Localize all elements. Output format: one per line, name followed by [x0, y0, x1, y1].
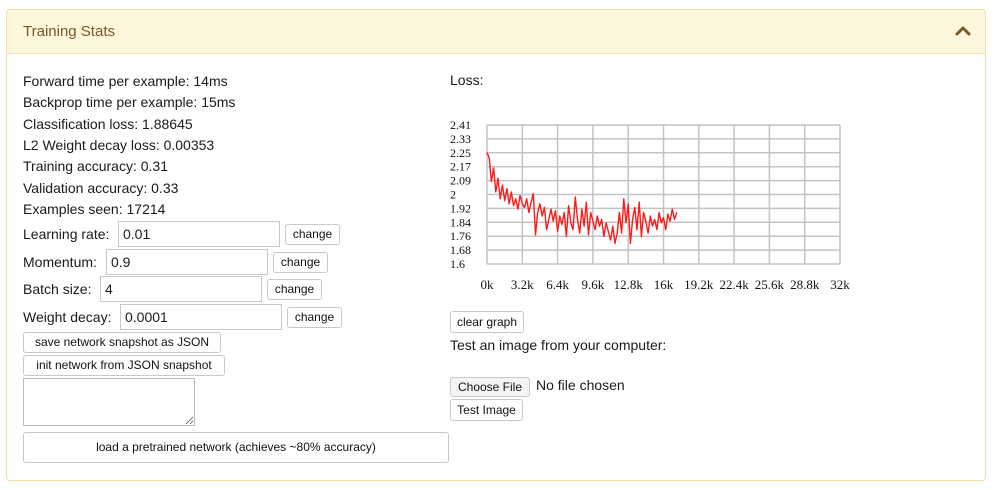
momentum-change-button[interactable]: change: [273, 252, 328, 273]
loss-title: Loss:: [450, 72, 484, 88]
x-tick-label: 6.4k: [546, 277, 569, 292]
x-tick-label: 19.2k: [684, 277, 714, 292]
y-tick-label: 2: [450, 188, 456, 202]
load-pretrained-button[interactable]: load a pretrained network (achieves ~80%…: [23, 432, 449, 463]
weight-decay-change-button[interactable]: change: [287, 307, 342, 328]
examples-seen-stat: Examples seen: 17214: [23, 201, 166, 217]
y-tick-label: 1.84: [450, 215, 471, 229]
clear-graph-button[interactable]: clear graph: [450, 311, 524, 333]
momentum-input[interactable]: [106, 249, 268, 275]
learning-rate-input[interactable]: [118, 221, 280, 247]
learning-rate-change-button[interactable]: change: [285, 224, 340, 245]
weight-decay-input[interactable]: [120, 304, 282, 330]
l2-weight-decay-loss-stat: L2 Weight decay loss: 0.00353: [23, 137, 215, 153]
forward-time-stat: Forward time per example: 14ms: [23, 73, 228, 89]
json-snapshot-textarea[interactable]: [23, 378, 195, 426]
x-tick-label: 28.8k: [790, 277, 820, 292]
x-tick-label: 9.6k: [582, 277, 605, 292]
y-tick-label: 1.6: [450, 257, 465, 271]
loss-chart: 2.412.332.252.172.0921.921.841.761.681.6…: [450, 118, 850, 292]
x-tick-label: 32k: [830, 277, 850, 292]
y-tick-label: 2.17: [450, 160, 471, 174]
y-tick-label: 1.92: [450, 201, 471, 215]
choose-file-button[interactable]: Choose File: [450, 377, 530, 397]
y-tick-label: 2.33: [450, 132, 471, 146]
learning-rate-label: Learning rate:: [23, 226, 110, 242]
training-accuracy-stat: Training accuracy: 0.31: [23, 158, 168, 174]
chevron-up-icon[interactable]: [955, 23, 971, 39]
batch-size-input[interactable]: [100, 276, 262, 302]
y-tick-label: 2.09: [450, 174, 471, 188]
weight-decay-label: Weight decay:: [23, 309, 112, 325]
validation-accuracy-stat: Validation accuracy: 0.33: [23, 180, 179, 196]
x-tick-label: 16k: [654, 277, 674, 292]
x-tick-label: 3.2k: [511, 277, 534, 292]
classification-loss-stat: Classification loss: 1.88645: [23, 116, 193, 132]
batch-size-label: Batch size:: [23, 281, 92, 297]
panel-title: Training Stats: [23, 23, 115, 40]
panel-header[interactable]: Training Stats: [7, 10, 985, 54]
init-snapshot-button[interactable]: init network from JSON snapshot: [23, 355, 225, 376]
save-snapshot-button[interactable]: save network snapshot as JSON: [23, 332, 221, 353]
x-tick-label: 25.6k: [755, 277, 785, 292]
backprop-time-stat: Backprop time per example: 15ms: [23, 94, 236, 110]
x-tick-label: 0k: [481, 277, 495, 292]
y-tick-label: 2.25: [450, 146, 471, 160]
test-image-button[interactable]: Test Image: [450, 399, 523, 421]
y-tick-label: 2.41: [450, 118, 471, 132]
test-image-label: Test an image from your computer:: [450, 337, 667, 353]
loss-series-line: [486, 152, 678, 245]
momentum-label: Momentum:: [23, 254, 97, 270]
batch-size-change-button[interactable]: change: [267, 279, 322, 300]
x-tick-label: 12.8k: [614, 277, 644, 292]
x-tick-label: 22.4k: [719, 277, 749, 292]
y-tick-label: 1.76: [450, 229, 471, 243]
no-file-chosen-text: No file chosen: [536, 377, 625, 393]
y-tick-label: 1.68: [450, 243, 471, 257]
